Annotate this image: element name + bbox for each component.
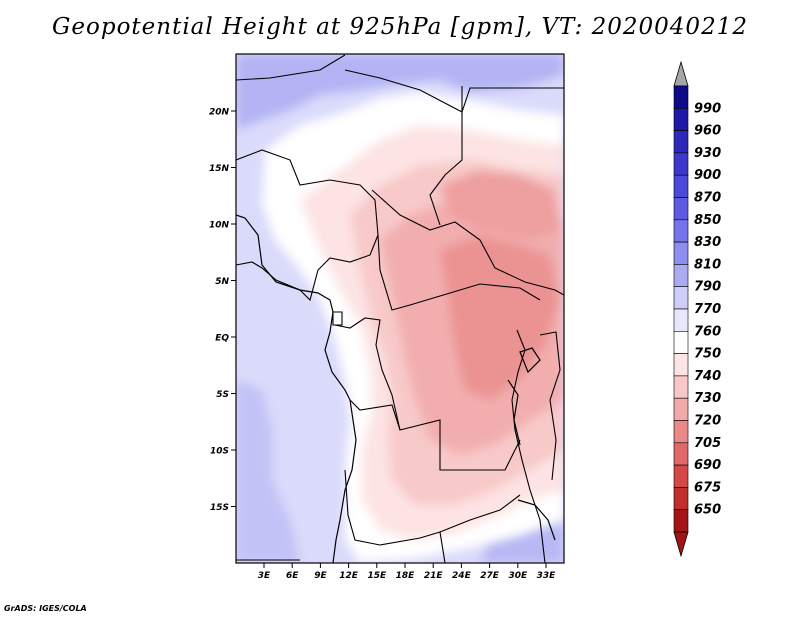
lon-label: 33E <box>537 571 557 581</box>
colorbar-swatch <box>673 219 689 243</box>
lat-label: 5N <box>215 277 229 287</box>
colorbar-swatch <box>673 308 689 332</box>
lon-label: 9E <box>314 571 327 581</box>
colorbar-swatch <box>673 464 689 488</box>
colorbar-label: 900 <box>694 168 721 183</box>
colorbar-swatch <box>673 442 689 466</box>
chart-title: Geopotential Height at 925hPa [gpm], VT:… <box>52 14 748 40</box>
country-borders <box>236 54 564 563</box>
latitude-axis: 20N 15N 10N 5N EQ 5S 10S 15S <box>209 108 236 513</box>
field-north-band <box>236 54 564 130</box>
colorbar-label: 760 <box>694 324 721 339</box>
colorbar-swatch <box>673 420 689 444</box>
colorbar-label: 990 <box>694 101 721 116</box>
colorbar-swatch <box>673 174 689 198</box>
colorbar-label: 790 <box>694 280 721 295</box>
colorbar-swatch <box>673 286 689 310</box>
coastline <box>236 214 556 563</box>
colorbar-swatch <box>673 152 689 176</box>
colorbar-swatch <box>673 509 689 533</box>
colorbar-swatch <box>673 375 689 399</box>
map-field <box>236 54 564 563</box>
colorbar-swatch <box>673 241 689 265</box>
map-frame <box>235 53 565 564</box>
lon-label: 30E <box>508 571 528 581</box>
colorbar-label: 830 <box>694 235 721 250</box>
colorbar-swatch <box>673 85 689 109</box>
colorbar-label: 850 <box>694 213 721 228</box>
lat-label: 15N <box>209 164 230 174</box>
colorbar-label: 740 <box>694 369 721 384</box>
lon-label: 24E <box>452 571 472 581</box>
field-pink-720 <box>440 235 560 400</box>
lat-label: 5S <box>216 390 229 400</box>
colorbar-swatch <box>673 264 689 287</box>
colorbar-swatch <box>673 130 689 154</box>
lon-label: 12E <box>339 571 359 581</box>
lon-label: 3E <box>258 571 271 581</box>
lat-label: 15S <box>210 503 229 513</box>
colorbar-swatch <box>673 197 689 221</box>
field-pink-720-north <box>440 170 560 240</box>
colorbar-label: 690 <box>694 458 721 473</box>
colorbar-label: 675 <box>694 480 721 495</box>
colorbar-swatch <box>673 108 689 131</box>
grads-credit: GrADS: IGES/COLA <box>4 604 87 613</box>
lon-label: 6E <box>286 571 299 581</box>
colorbar-swatch <box>673 487 689 510</box>
colorbar: 990 960 930 900 870 850 830 810 790 770 760 750 740 7… <box>673 60 721 558</box>
lat-label: 20N <box>209 108 230 118</box>
colorbar-label: 930 <box>694 146 721 161</box>
lon-label: 15E <box>367 571 387 581</box>
colorbar-label: 870 <box>694 191 721 206</box>
colorbar-label: 960 <box>694 124 721 139</box>
colorbar-label: 770 <box>694 302 721 317</box>
lon-label: 18E <box>396 571 416 581</box>
lat-label: EQ <box>215 334 229 344</box>
colorbar-label: 705 <box>694 436 721 451</box>
lon-label: 21E <box>424 571 444 581</box>
field-west-ocean <box>236 380 300 563</box>
colorbar-label: 730 <box>694 391 721 406</box>
colorbar-label: 720 <box>694 414 721 429</box>
colorbar-label: 750 <box>694 347 721 362</box>
colorbar-under-triangle <box>673 531 689 558</box>
colorbar-swatch <box>673 353 689 377</box>
colorbar-swatch <box>673 330 689 354</box>
lat-label: 10S <box>210 447 229 457</box>
colorbar-label: 810 <box>694 257 721 272</box>
colorbar-label: 650 <box>694 503 721 518</box>
colorbar-swatch <box>673 397 689 421</box>
colorbar-over-triangle <box>673 60 689 87</box>
lat-label: 10N <box>209 221 230 231</box>
lon-label: 27E <box>480 571 500 581</box>
longitude-axis: 3E 6E 9E 12E 15E 18E 21E 24E 27E 30E 33E <box>258 563 556 581</box>
